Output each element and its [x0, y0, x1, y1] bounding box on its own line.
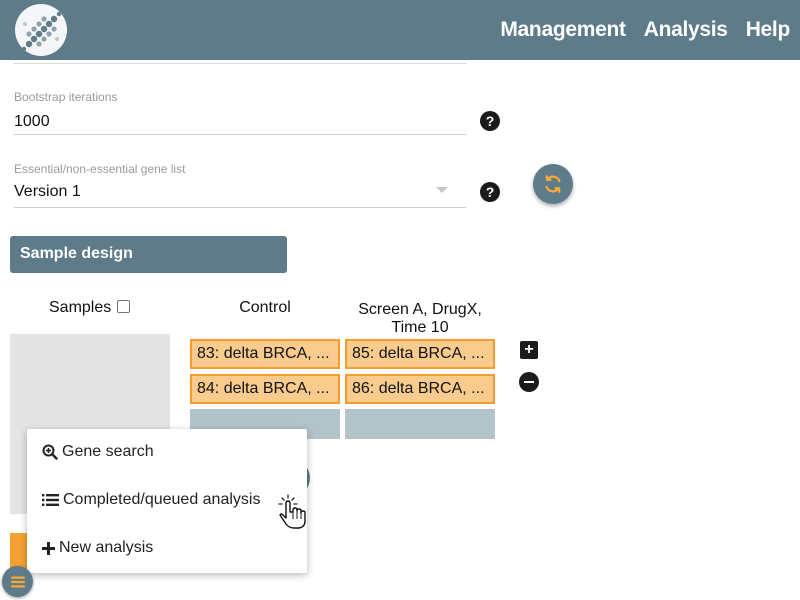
gene-list-value[interactable]: Version 1 [14, 183, 81, 200]
top-navigation-bar: Management Analysis Help [0, 0, 800, 60]
remove-column-button[interactable] [519, 372, 539, 392]
sample-chip[interactable]: 83: delta BRCA, ... [190, 339, 340, 369]
gene-list-label: Essential/non-essential gene list [14, 162, 186, 176]
menu-item-label: New analysis [59, 539, 154, 556]
hand-cursor-icon [278, 494, 306, 529]
bootstrap-iterations-label: Bootstrap iterations [14, 90, 118, 104]
menu-item-completed-queued-analysis[interactable]: Completed/queued analysis [42, 491, 260, 509]
bootstrap-iterations-field[interactable]: Bootstrap iterations 1000 [14, 88, 466, 135]
bootstrap-iterations-value[interactable]: 1000 [14, 113, 50, 130]
menu-item-gene-search[interactable]: Gene search [42, 443, 154, 461]
hamburger-icon [10, 576, 25, 587]
sample-design-header: Sample design [10, 236, 287, 273]
search-plus-icon [42, 444, 58, 460]
nav-management[interactable]: Management [500, 18, 626, 41]
main-nav: Management Analysis Help [500, 0, 790, 60]
sample-chip[interactable]: 85: delta BRCA, ... [345, 339, 495, 369]
control-column-title: Control [239, 299, 291, 316]
menu-toggle-button[interactable] [2, 566, 33, 597]
select-all-samples-checkbox[interactable] [117, 300, 131, 313]
chevron-down-icon[interactable] [436, 187, 448, 193]
nav-help[interactable]: Help [745, 18, 791, 41]
menu-item-label: Completed/queued analysis [63, 491, 261, 508]
refresh-icon [545, 175, 561, 193]
bootstrap-help-icon[interactable]: ? [480, 111, 500, 131]
control-column-header: Control [190, 299, 340, 317]
menu-item-new-analysis[interactable]: New analysis [42, 539, 153, 557]
nav-analysis[interactable]: Analysis [643, 18, 728, 41]
logo-icon[interactable] [15, 4, 67, 56]
gene-list-help-icon[interactable]: ? [480, 182, 500, 202]
floating-action-menu: Gene search Completed/queued analysis Ne… [27, 429, 307, 573]
screen-column-header: Screen A, DrugX, Time 10 [345, 301, 495, 337]
obscured-orange-button[interactable] [10, 533, 28, 573]
empty-sample-slot[interactable] [345, 409, 495, 439]
samples-column-header: Samples [49, 299, 131, 317]
menu-item-label: Gene search [62, 443, 154, 460]
samples-label: Samples [49, 299, 112, 316]
plus-icon [42, 541, 55, 555]
sample-chip[interactable]: 86: delta BRCA, ... [345, 374, 495, 404]
sample-chip[interactable]: 84: delta BRCA, ... [190, 374, 340, 404]
previous-field-underline [14, 63, 466, 64]
screen-column-title-line1: Screen A, DrugX, [358, 301, 482, 318]
refresh-button[interactable] [533, 164, 573, 204]
screen-column-title-line2: Time 10 [391, 319, 449, 336]
list-icon [42, 494, 59, 506]
gene-list-select[interactable]: Essential/non-essential gene list Versio… [14, 160, 466, 208]
add-column-button[interactable]: + [520, 341, 538, 359]
